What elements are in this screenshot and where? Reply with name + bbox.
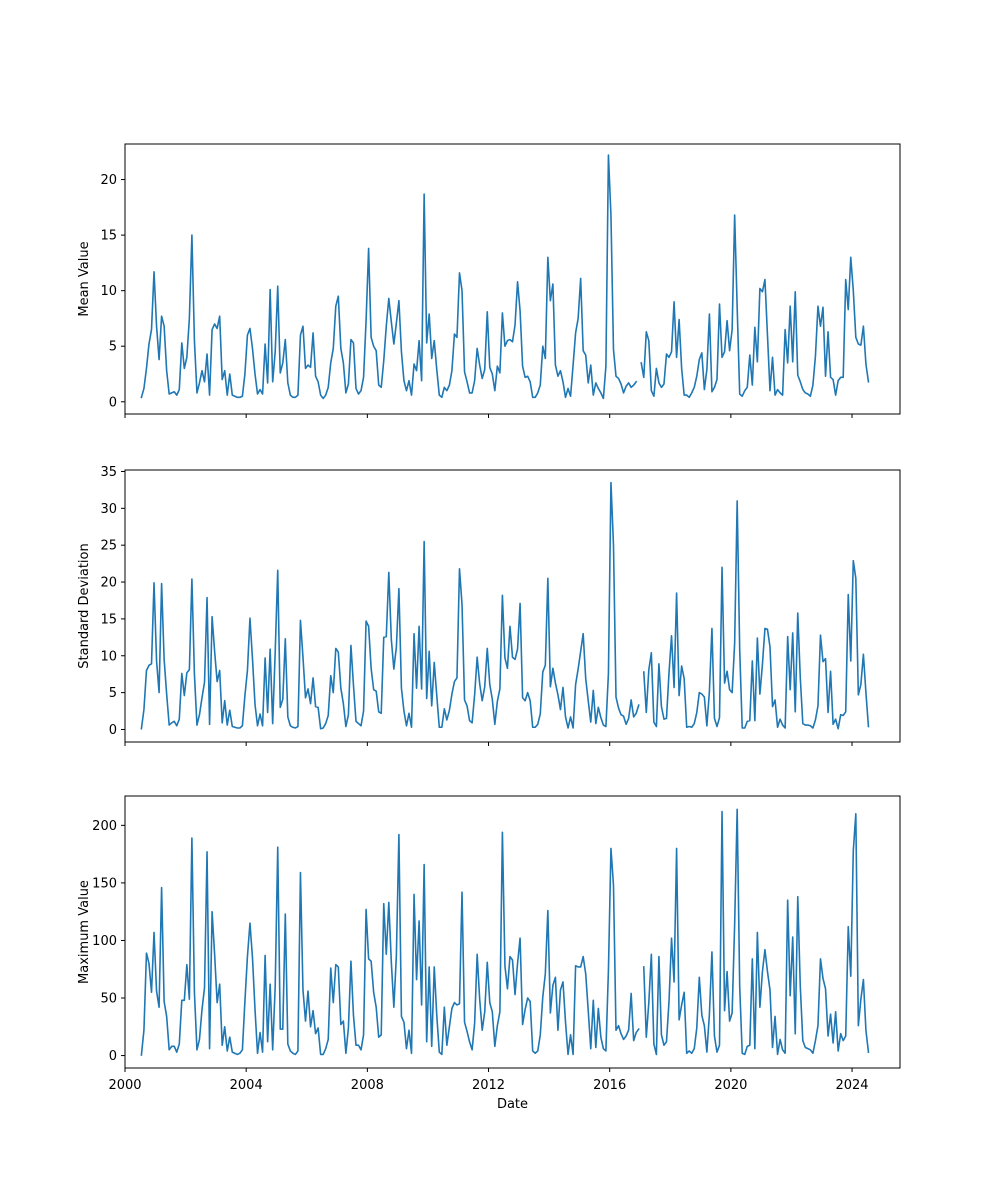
y-tick-label: 5 [109,686,117,701]
series-line [140,481,870,730]
y-tick-label: 15 [100,612,117,627]
y-tick-label: 30 [100,502,117,517]
subplot-3: 0 50 100 150 200 2000 2004 2008 2012 2016 2020 2024… [77,795,901,1112]
y-tick-label: 10 [100,649,117,664]
x-tick-label: 2012 [472,1078,505,1093]
subplot-1: 0 5 10 15 20 Mean Value [77,143,901,418]
axes-frame [124,795,901,1069]
y-tick-label: 25 [100,539,117,554]
y-tick-label: 10 [100,284,117,299]
x-tick-label: 2004 [230,1078,263,1093]
axes-frame [124,143,901,415]
x-tick-label: 2020 [714,1078,747,1093]
y-tick-label: 200 [92,819,117,834]
y-tick-label: 0 [109,395,117,410]
y-tick-label: 20 [100,173,117,188]
y-tick-label: 0 [109,1049,117,1064]
y-tick-label: 15 [100,229,117,244]
y-tick-label: 50 [100,992,117,1007]
y-tick-label: 100 [92,934,117,949]
y-axis-title: Maximum Value [77,880,92,984]
y-axis-title: Mean Value [77,241,92,316]
x-tick-label: 2024 [835,1078,868,1093]
y-tick-label: 35 [100,465,117,480]
x-tick-label: 2016 [593,1078,626,1093]
x-tick-label: 2000 [108,1078,141,1093]
subplot-stack: 0 5 10 15 20 Mean Value 0 5 10 15 20 25 30 35 Standard… [77,143,901,1112]
series-line [140,808,870,1056]
series-line [140,154,870,400]
y-tick-label: 150 [92,876,117,891]
axes-frame [124,469,901,743]
y-tick-label: 0 [109,723,117,738]
y-axis-title: Standard Deviation [77,543,92,668]
x-tick-label: 2008 [351,1078,384,1093]
y-tick-label: 20 [100,576,117,591]
y-tick-label: 5 [109,340,117,355]
x-axis-title: Date [497,1097,528,1112]
subplot-2: 0 5 10 15 20 25 30 35 Standard Deviation [77,465,901,746]
